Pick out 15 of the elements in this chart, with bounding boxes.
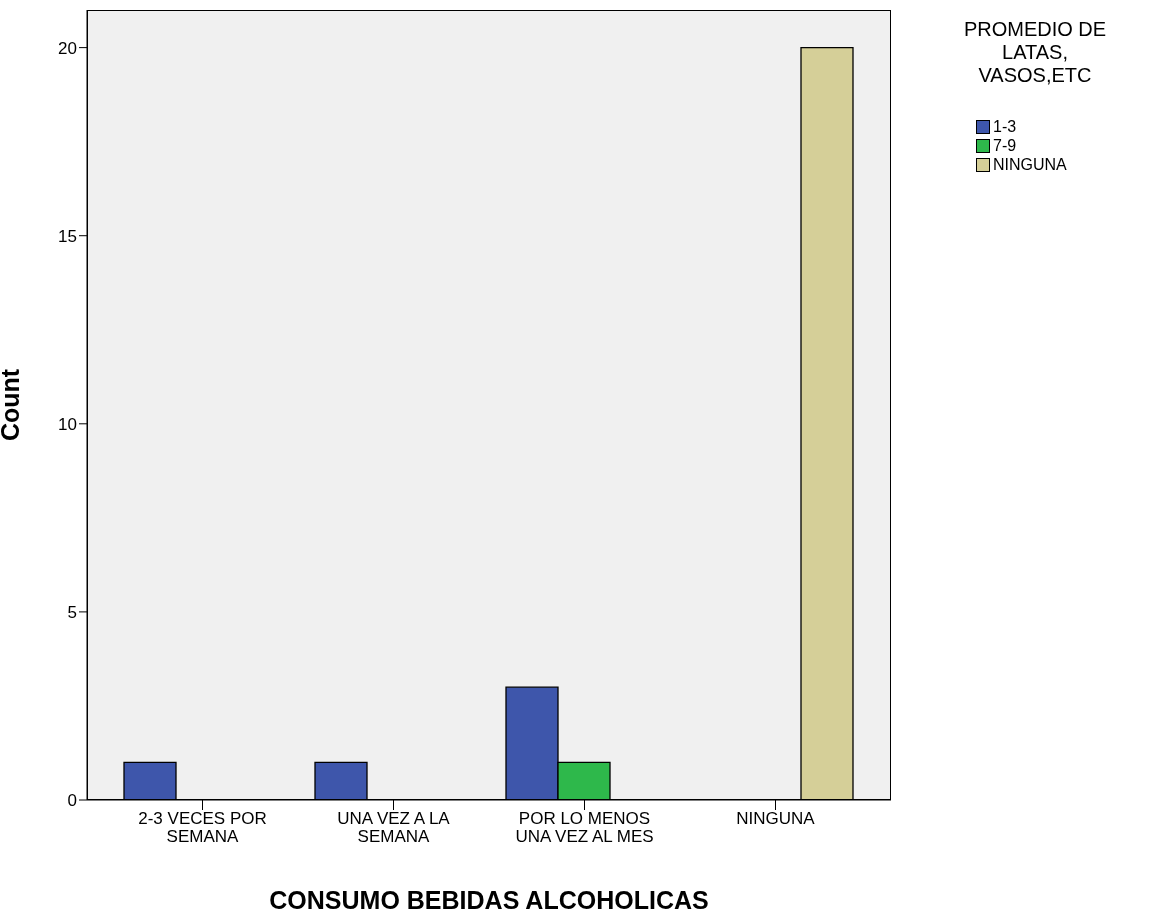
legend-label: 7-9 <box>993 136 1017 155</box>
x-tick-label: 2-3 VECES POR SEMANA <box>138 809 267 846</box>
legend-label: NINGUNA <box>993 155 1067 174</box>
y-tick-label: 5 <box>67 602 77 622</box>
y-tick-label: 15 <box>58 226 77 246</box>
x-tick-label: NINGUNA <box>736 809 816 828</box>
y-tick-label: 20 <box>58 38 77 58</box>
x-tick-label: UNA VEZ A LA SEMANA <box>337 809 451 846</box>
x-tick-label: POR LO MENOS UNA VEZ AL MES <box>515 809 654 846</box>
x-axis-title: CONSUMO BEBIDAS ALCOHOLICAS <box>269 886 709 911</box>
legend-label: 1-3 <box>993 117 1017 136</box>
legend-title: PROMEDIO DE LATAS, VASOS,ETC <box>962 18 1108 87</box>
y-axis-title: Count <box>0 368 24 442</box>
y-tick-label: 10 <box>58 414 77 434</box>
y-tick-label: 0 <box>67 791 77 811</box>
